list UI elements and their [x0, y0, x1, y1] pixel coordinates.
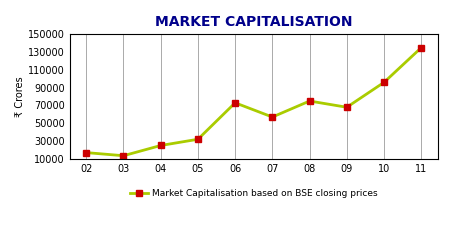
Y-axis label: ₹ Crores: ₹ Crores — [15, 76, 25, 117]
Market Capitalisation based on BSE closing prices — [344, 116, 350, 119]
Market Capitalisation based on BSE closing prices — [307, 101, 312, 104]
Legend: Market Capitalisation based on BSE closing prices: Market Capitalisation based on BSE closi… — [126, 186, 381, 202]
Line: Market Capitalisation based on BSE closing prices: Market Capitalisation based on BSE closi… — [83, 44, 425, 159]
Market Capitalisation based on BSE closing prices — [232, 144, 238, 147]
Market Capitalisation based on BSE closing prices — [158, 151, 164, 154]
Title: MARKET CAPITALISATION: MARKET CAPITALISATION — [155, 15, 352, 29]
Market Capitalisation based on BSE closing prices — [270, 138, 275, 141]
Market Capitalisation based on BSE closing prices — [419, 106, 424, 109]
Market Capitalisation based on BSE closing prices — [195, 154, 201, 157]
Market Capitalisation based on BSE closing prices — [381, 100, 387, 103]
